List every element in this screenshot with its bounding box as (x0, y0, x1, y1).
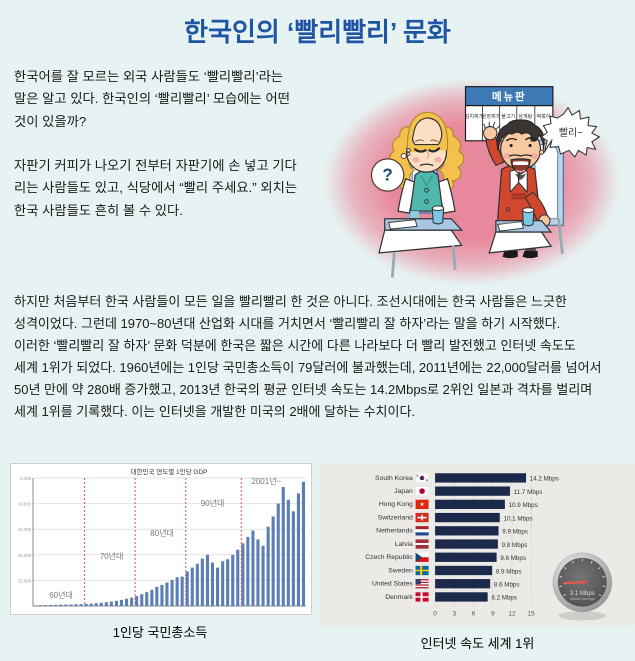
svg-text:대한민국 연도별 1인당 GDP: 대한민국 연도별 1인당 GDP (131, 467, 208, 476)
svg-text:South Korea: South Korea (375, 475, 413, 482)
svg-text:United States: United States (372, 581, 413, 588)
svg-text:Netherlands: Netherlands (376, 528, 413, 535)
svg-text:5,000: 5,000 (20, 476, 31, 481)
svg-text:불고기: 불고기 (501, 113, 515, 120)
svg-text:12: 12 (508, 611, 516, 618)
svg-text:9.6 Mbps: 9.6 Mbps (500, 555, 526, 562)
svg-text:Denmark: Denmark (385, 594, 413, 601)
svg-text:14.2 Mbps: 14.2 Mbps (530, 476, 559, 483)
svg-text:삼계탕: 삼계탕 (518, 113, 532, 120)
svg-text:8.9 Mbps: 8.9 Mbps (496, 568, 522, 575)
svg-text:Switzerland: Switzerland (378, 514, 413, 521)
svg-text:9.8 Mbps: 9.8 Mbps (502, 542, 528, 549)
svg-text:Latvia: Latvia (395, 541, 413, 548)
svg-text:10.9 Mbps: 10.9 Mbps (509, 502, 538, 509)
svg-text:11.7 Mbps: 11.7 Mbps (514, 489, 543, 496)
svg-text:Global Average: Global Average (570, 597, 595, 601)
svg-text:80년대: 80년대 (150, 528, 174, 538)
svg-text:Hong Kong: Hong Kong (379, 501, 413, 508)
svg-text:3: 3 (452, 611, 456, 618)
svg-text:90년대: 90년대 (201, 498, 225, 508)
svg-text:15: 15 (528, 611, 536, 618)
svg-text:떡볶이: 떡볶이 (536, 113, 550, 120)
svg-text:9.9 Mbps: 9.9 Mbps (502, 529, 528, 536)
svg-text:70년대: 70년대 (100, 551, 124, 561)
svg-text:15,000: 15,000 (18, 527, 32, 532)
svg-text:6: 6 (472, 611, 476, 618)
svg-text:2001년~: 2001년~ (251, 476, 281, 486)
svg-text:25,000: 25,000 (18, 578, 32, 583)
svg-text:10,000: 10,000 (18, 502, 32, 507)
svg-text:10.1 Mbps: 10.1 Mbps (503, 515, 532, 522)
svg-text:Japan: Japan (394, 488, 413, 495)
svg-text:8.2 Mbps: 8.2 Mbps (491, 595, 517, 602)
svg-text:20,000: 20,000 (18, 553, 32, 558)
svg-text:메뉴판: 메뉴판 (492, 90, 527, 103)
svg-text:0: 0 (433, 611, 437, 618)
svg-text:★: ★ (420, 501, 425, 508)
svg-text:김치찌개: 김치찌개 (465, 113, 484, 120)
svg-text:빨리~: 빨리~ (559, 127, 583, 139)
svg-text:8.6 Mbps: 8.6 Mbps (494, 582, 520, 589)
svg-text:9: 9 (491, 611, 495, 618)
svg-text:된장찌개: 된장찌개 (482, 113, 501, 120)
svg-text:Czech Republic: Czech Republic (365, 554, 413, 561)
svg-text:60년대: 60년대 (49, 590, 73, 600)
svg-text:Sweden: Sweden (388, 567, 413, 574)
